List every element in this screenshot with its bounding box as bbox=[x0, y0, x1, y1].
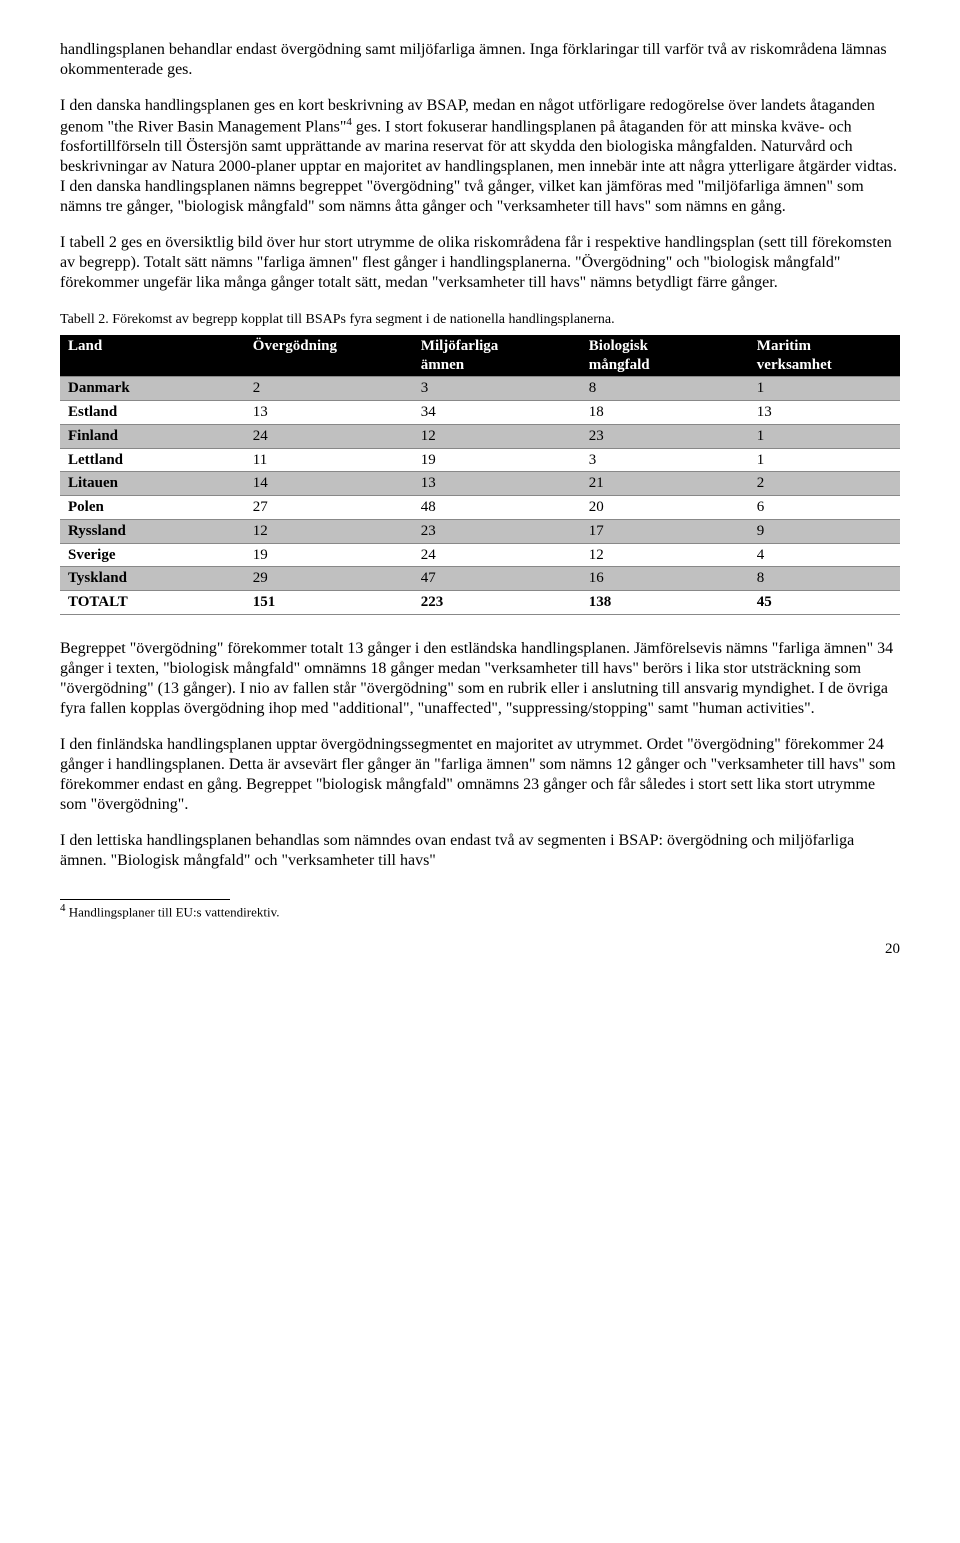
occurrences-table: Land Övergödning Miljöfarligaämnen Biolo… bbox=[60, 335, 900, 615]
body-paragraph: I tabell 2 ges en översiktlig bild över … bbox=[60, 233, 900, 293]
table-cell: Lettland bbox=[60, 448, 245, 472]
table-row: Litauen1413212 bbox=[60, 472, 900, 496]
table-cell: 20 bbox=[581, 496, 749, 520]
body-paragraph: Begreppet "övergödning" förekommer total… bbox=[60, 639, 900, 719]
footnote-separator bbox=[60, 899, 230, 900]
page-number: 20 bbox=[60, 940, 900, 959]
table-cell: 1 bbox=[749, 377, 900, 401]
table-body: Danmark2381Estland13341813Finland2412231… bbox=[60, 377, 900, 615]
table-cell: 2 bbox=[749, 472, 900, 496]
body-paragraph: handlingsplanen behandlar endast övergöd… bbox=[60, 40, 900, 80]
table-caption: Tabell 2. Förekomst av begrepp kopplat t… bbox=[60, 311, 900, 329]
body-paragraph: I den danska handlingsplanen ges en kort… bbox=[60, 96, 900, 217]
table-cell: 24 bbox=[245, 424, 413, 448]
table-cell: 223 bbox=[413, 591, 581, 615]
table-cell: 19 bbox=[245, 543, 413, 567]
table-cell: 6 bbox=[749, 496, 900, 520]
table-cell: 34 bbox=[413, 401, 581, 425]
col-header: Miljöfarligaämnen bbox=[413, 335, 581, 377]
table-cell: 12 bbox=[245, 519, 413, 543]
table-cell: 19 bbox=[413, 448, 581, 472]
table-row: Ryssland1223179 bbox=[60, 519, 900, 543]
table-cell: Polen bbox=[60, 496, 245, 520]
col-header: Land bbox=[60, 335, 245, 377]
table-cell: 4 bbox=[749, 543, 900, 567]
table-cell: 24 bbox=[413, 543, 581, 567]
table-cell: 9 bbox=[749, 519, 900, 543]
table-cell: 8 bbox=[581, 377, 749, 401]
table-row: Polen2748206 bbox=[60, 496, 900, 520]
table-cell: 45 bbox=[749, 591, 900, 615]
table-cell: 13 bbox=[749, 401, 900, 425]
table-row: Tyskland2947168 bbox=[60, 567, 900, 591]
table-header-row: Land Övergödning Miljöfarligaämnen Biolo… bbox=[60, 335, 900, 377]
table-row: TOTALT15122313845 bbox=[60, 591, 900, 615]
table-cell: 27 bbox=[245, 496, 413, 520]
body-paragraph: I den lettiska handlingsplanen behandlas… bbox=[60, 831, 900, 871]
table-cell: 14 bbox=[245, 472, 413, 496]
table-cell: 17 bbox=[581, 519, 749, 543]
table-cell: 2 bbox=[245, 377, 413, 401]
table-row: Finland2412231 bbox=[60, 424, 900, 448]
table-cell: 12 bbox=[581, 543, 749, 567]
table-cell: 12 bbox=[413, 424, 581, 448]
body-paragraph: I den finländska handlingsplanen upptar … bbox=[60, 735, 900, 815]
table-row: Sverige1924124 bbox=[60, 543, 900, 567]
table-cell: 21 bbox=[581, 472, 749, 496]
table-cell: 13 bbox=[413, 472, 581, 496]
table-cell: Tyskland bbox=[60, 567, 245, 591]
table-cell: Finland bbox=[60, 424, 245, 448]
table-cell: 3 bbox=[413, 377, 581, 401]
table-cell: TOTALT bbox=[60, 591, 245, 615]
col-header: Maritimverksamhet bbox=[749, 335, 900, 377]
table-cell: 18 bbox=[581, 401, 749, 425]
table-row: Estland13341813 bbox=[60, 401, 900, 425]
table-cell: 11 bbox=[245, 448, 413, 472]
col-header: Övergödning bbox=[245, 335, 413, 377]
table-cell: Sverige bbox=[60, 543, 245, 567]
table-row: Lettland111931 bbox=[60, 448, 900, 472]
table-cell: 8 bbox=[749, 567, 900, 591]
table-cell: 13 bbox=[245, 401, 413, 425]
table-cell: Ryssland bbox=[60, 519, 245, 543]
table-cell: 47 bbox=[413, 567, 581, 591]
table-cell: 29 bbox=[245, 567, 413, 591]
col-header: Biologiskmångfald bbox=[581, 335, 749, 377]
table-cell: 1 bbox=[749, 448, 900, 472]
table-cell: 151 bbox=[245, 591, 413, 615]
table-cell: 138 bbox=[581, 591, 749, 615]
table-cell: 23 bbox=[413, 519, 581, 543]
table-cell: Danmark bbox=[60, 377, 245, 401]
table-cell: 1 bbox=[749, 424, 900, 448]
footnote: 4 Handlingsplaner till EU:s vattendirekt… bbox=[60, 902, 900, 921]
table-cell: 48 bbox=[413, 496, 581, 520]
table-cell: Litauen bbox=[60, 472, 245, 496]
footnote-text: Handlingsplaner till EU:s vattendirektiv… bbox=[66, 904, 280, 919]
table-cell: Estland bbox=[60, 401, 245, 425]
table-cell: 3 bbox=[581, 448, 749, 472]
table-cell: 16 bbox=[581, 567, 749, 591]
table-row: Danmark2381 bbox=[60, 377, 900, 401]
table-cell: 23 bbox=[581, 424, 749, 448]
